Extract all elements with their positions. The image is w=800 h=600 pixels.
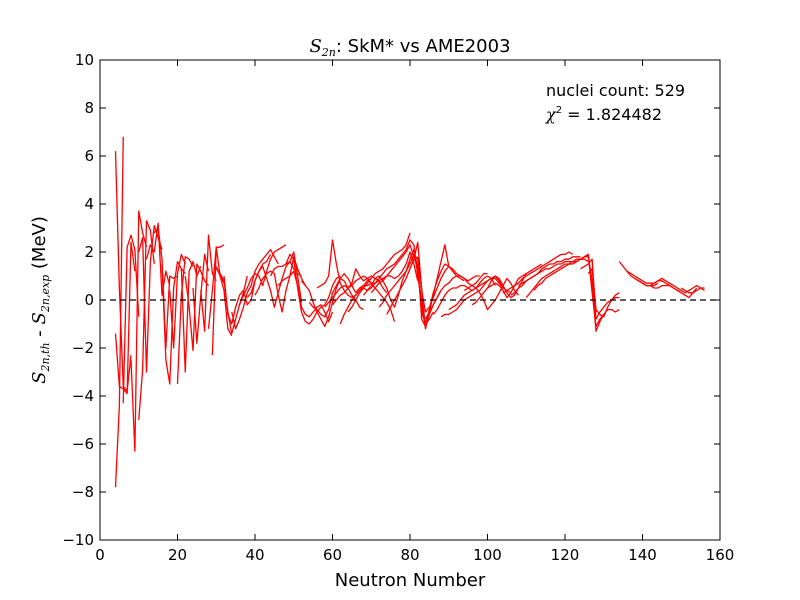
series-line-62 <box>665 282 698 299</box>
series-line-39 <box>378 253 442 328</box>
x-tick-label: 140 <box>628 546 657 564</box>
series-line-61 <box>642 282 682 294</box>
series-line-23 <box>238 244 287 306</box>
x-tick-label: 160 <box>706 546 735 564</box>
y-label-unit: (MeV) <box>29 216 50 275</box>
series-line-7 <box>138 224 163 373</box>
chi-value: = 1.824482 <box>562 105 662 124</box>
series-line-30 <box>308 277 364 318</box>
series-line-38 <box>370 244 434 325</box>
title-symbol: S <box>309 36 321 57</box>
y-tick-label: 2 <box>84 243 94 261</box>
ticks-layer: 0 20 40 60 80 100 120 140 160 −10 −8 −6 −4 −2 0 2 4 6 8 10 <box>62 51 734 564</box>
series-line-63 <box>673 284 705 294</box>
y-tick-label: −6 <box>72 435 94 453</box>
y-label-symbol-b-subscript: 2n,exp <box>39 275 52 313</box>
series-line-42 <box>417 256 480 313</box>
series-layer <box>114 136 705 488</box>
series-line-31 <box>316 239 372 299</box>
series-line-21 <box>223 254 272 325</box>
series-line-58 <box>618 261 659 287</box>
y-tick-label: −10 <box>62 531 94 549</box>
series-line-55 <box>572 253 620 328</box>
chart-title: S2n: SkM* vs AME2003 <box>309 36 510 59</box>
series-line-5 <box>130 210 148 452</box>
series-line-4 <box>122 234 140 404</box>
series-line-29 <box>300 272 357 328</box>
series-line-59 <box>626 270 667 284</box>
series-line-22 <box>231 248 279 330</box>
x-tick-label: 120 <box>551 546 580 564</box>
series-line-12 <box>176 256 194 385</box>
y-tick-label: 4 <box>84 195 94 213</box>
y-tick-label: −8 <box>72 483 94 501</box>
series-line-40 <box>386 241 450 330</box>
series-line-44 <box>432 275 496 315</box>
x-tick-label: 40 <box>245 546 264 564</box>
title-symbol-subscript: 2n <box>321 46 336 59</box>
x-tick-label: 60 <box>323 546 342 564</box>
series-line-54 <box>533 253 605 332</box>
y-label-separator: - <box>29 324 50 342</box>
series-line-13 <box>180 260 202 373</box>
series-line-8 <box>145 222 171 296</box>
y-axis-label: S2n,th - S2n,exp (MeV) <box>29 216 52 384</box>
series-line-35 <box>347 232 411 313</box>
x-tick-label: 20 <box>168 546 187 564</box>
series-line-34 <box>339 275 403 325</box>
series-line-60 <box>634 277 674 287</box>
annotation-nuclei-count: nuclei count: 529 <box>546 81 685 100</box>
x-tick-label: 80 <box>400 546 419 564</box>
y-tick-label: 8 <box>84 99 94 117</box>
series-line-6 <box>138 220 155 421</box>
series-line-25 <box>254 256 306 313</box>
annotation-chi-squared: χ2 = 1.824482 <box>545 105 662 124</box>
y-tick-label: 6 <box>84 147 94 165</box>
series-line-64 <box>680 287 705 294</box>
series-line-57 <box>587 268 620 318</box>
series-line-52 <box>518 258 589 287</box>
title-text: : SkM* vs AME2003 <box>336 36 511 57</box>
series-line-46 <box>448 277 512 311</box>
chi-superscript: 2 <box>556 105 562 116</box>
series-line-24 <box>246 251 303 308</box>
x-axis-label: Neutron Number <box>335 570 486 591</box>
x-tick-label: 100 <box>473 546 502 564</box>
series-line-18 <box>211 244 225 356</box>
series-line-28 <box>285 253 341 325</box>
series-line-45 <box>440 275 504 318</box>
series-line-32 <box>324 268 388 308</box>
y-tick-label: −2 <box>72 339 94 357</box>
chi-symbol: χ <box>545 105 557 124</box>
series-line-47 <box>463 277 520 311</box>
series-line-50 <box>502 251 574 294</box>
series-line-3 <box>114 136 124 488</box>
y-tick-label: −4 <box>72 387 94 405</box>
y-label-symbol-b: S <box>29 312 50 324</box>
y-tick-label: 0 <box>84 291 94 309</box>
series-line-14 <box>184 263 210 352</box>
y-label-symbol-a-subscript: 2n,th <box>39 342 52 372</box>
series-line-2 <box>114 241 136 395</box>
y-tick-label: 10 <box>75 51 94 69</box>
x-tick-label: 0 <box>95 546 105 564</box>
series-line-41 <box>401 248 465 325</box>
series-line-27 <box>277 270 334 323</box>
y-label-symbol-a: S <box>29 372 50 384</box>
series-line-51 <box>510 256 581 296</box>
series-line-11 <box>169 253 186 349</box>
